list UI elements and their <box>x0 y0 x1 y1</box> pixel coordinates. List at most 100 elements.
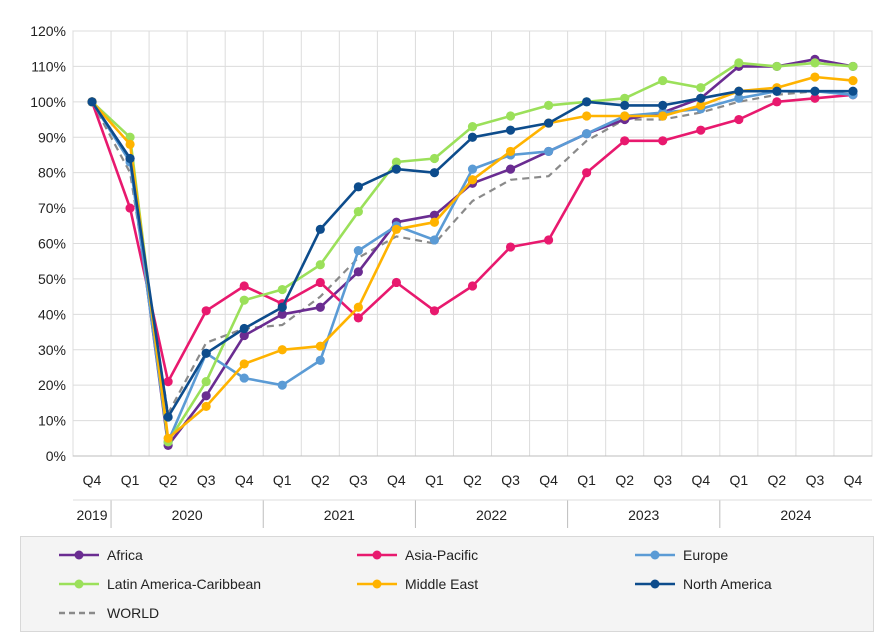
x-tick-label: Q1 <box>425 472 444 488</box>
data-point-latin-america-caribbean <box>391 157 402 167</box>
data-point-middle-east <box>315 341 325 351</box>
legend-item-world: WORLD <box>57 602 159 624</box>
data-point-asia-pacific <box>658 136 668 146</box>
y-tick-label: 110% <box>31 58 66 74</box>
data-point-latin-america-caribbean <box>848 61 858 72</box>
data-point-north-america <box>582 97 592 107</box>
y-tick-label: 40% <box>38 306 66 322</box>
data-point-north-america <box>353 182 363 192</box>
data-point-north-america <box>848 86 858 96</box>
y-tick-label: 10% <box>38 413 66 429</box>
data-point-asia-pacific <box>734 114 744 125</box>
y-tick-label: 30% <box>38 342 66 358</box>
legend-label-latin-america-caribbean: Latin America-Caribbean <box>107 576 262 592</box>
x-tick-label: Q1 <box>121 472 140 488</box>
legend-swatch-middle-east <box>357 579 397 589</box>
y-tick-label: 0% <box>46 448 66 464</box>
data-point-middle-east <box>582 111 592 121</box>
data-point-europe <box>543 146 554 157</box>
data-point-north-america <box>87 97 97 107</box>
legend-item-africa: Africa <box>57 544 143 566</box>
y-tick-label: 120% <box>30 23 66 39</box>
legend-swatch-north-america <box>635 579 675 589</box>
data-point-north-america <box>505 125 516 135</box>
x-tick-label: Q3 <box>806 472 825 488</box>
data-point-asia-pacific <box>239 281 249 291</box>
data-point-middle-east <box>239 359 249 369</box>
data-point-asia-pacific <box>125 203 135 213</box>
x-tick-label: Q4 <box>539 472 558 488</box>
x-tick-label: Q4 <box>844 472 863 488</box>
data-point-asia-pacific <box>201 306 211 316</box>
year-label: 2022 <box>476 507 507 523</box>
data-point-asia-pacific <box>315 277 325 288</box>
y-tick-label: 70% <box>38 200 66 216</box>
data-point-asia-pacific <box>163 377 173 387</box>
data-point-north-america <box>201 348 211 358</box>
data-point-asia-pacific <box>582 168 592 178</box>
x-tick-label: Q2 <box>615 472 634 488</box>
data-point-north-america <box>810 86 820 96</box>
x-tick-label: Q2 <box>159 472 178 488</box>
y-tick-label: 20% <box>38 377 66 393</box>
data-point-middle-east <box>353 302 363 312</box>
data-point-north-america <box>620 100 630 110</box>
data-point-europe <box>582 129 592 139</box>
legend-item-europe: Europe <box>633 544 728 566</box>
data-point-africa <box>505 164 516 174</box>
data-point-north-america <box>429 168 440 178</box>
data-point-asia-pacific <box>353 313 363 323</box>
x-tick-label: Q1 <box>577 472 596 488</box>
data-point-latin-america-caribbean <box>239 295 249 305</box>
data-point-latin-america-caribbean <box>353 207 363 217</box>
x-tick-label: Q1 <box>273 472 292 488</box>
x-tick-label: Q2 <box>768 472 787 488</box>
legend-label-asia-pacific: Asia-Pacific <box>405 547 479 563</box>
x-tick-label: Q4 <box>691 472 710 488</box>
data-point-middle-east <box>810 72 820 82</box>
x-tick-label: Q3 <box>501 472 520 488</box>
legend-item-asia-pacific: Asia-Pacific <box>355 544 478 566</box>
data-point-europe <box>239 373 249 383</box>
data-point-latin-america-caribbean <box>505 111 516 121</box>
data-point-latin-america-caribbean <box>620 93 630 103</box>
legend-label-world: WORLD <box>107 605 160 621</box>
data-point-middle-east <box>163 433 173 443</box>
data-point-africa <box>277 309 287 319</box>
data-point-latin-america-caribbean <box>543 100 554 110</box>
data-point-north-america <box>277 302 287 312</box>
data-point-middle-east <box>696 100 706 110</box>
legend-item-middle-east: Middle East <box>355 573 478 595</box>
data-point-asia-pacific <box>467 281 478 291</box>
data-point-latin-america-caribbean <box>810 58 820 68</box>
y-tick-label: 80% <box>38 165 66 181</box>
data-point-middle-east <box>277 345 287 355</box>
x-tick-label: Q1 <box>729 472 748 488</box>
data-point-middle-east <box>505 146 516 157</box>
data-point-asia-pacific <box>391 277 402 288</box>
legend: Africa Asia-Pacific Europe Latin America… <box>20 536 874 632</box>
year-label: 2021 <box>324 507 355 523</box>
y-tick-label: 100% <box>30 94 66 110</box>
data-point-africa <box>201 391 211 401</box>
data-point-north-america <box>125 153 135 164</box>
data-point-latin-america-caribbean <box>277 284 287 295</box>
x-tick-label: Q2 <box>311 472 330 488</box>
legend-swatch-asia-pacific <box>357 550 397 560</box>
data-point-europe <box>277 380 287 390</box>
x-tick-label: Q2 <box>463 472 482 488</box>
year-label: 2023 <box>628 507 659 523</box>
x-tick-label: Q4 <box>83 472 102 488</box>
data-point-north-america <box>543 118 554 128</box>
data-point-latin-america-caribbean <box>125 132 135 142</box>
data-point-europe <box>467 164 478 174</box>
data-point-latin-america-caribbean <box>658 75 668 86</box>
legend-label-middle-east: Middle East <box>405 576 479 592</box>
data-point-middle-east <box>125 139 135 149</box>
data-point-middle-east <box>467 175 478 185</box>
legend-label-north-america: North America <box>683 576 772 592</box>
data-point-europe <box>315 355 325 365</box>
data-point-middle-east <box>620 111 630 121</box>
data-point-africa <box>429 210 440 220</box>
line-chart: 0% 10% 20% 30% 40% 50% 60% 70% 80% 90% 100% 110% 120… <box>30 23 873 528</box>
